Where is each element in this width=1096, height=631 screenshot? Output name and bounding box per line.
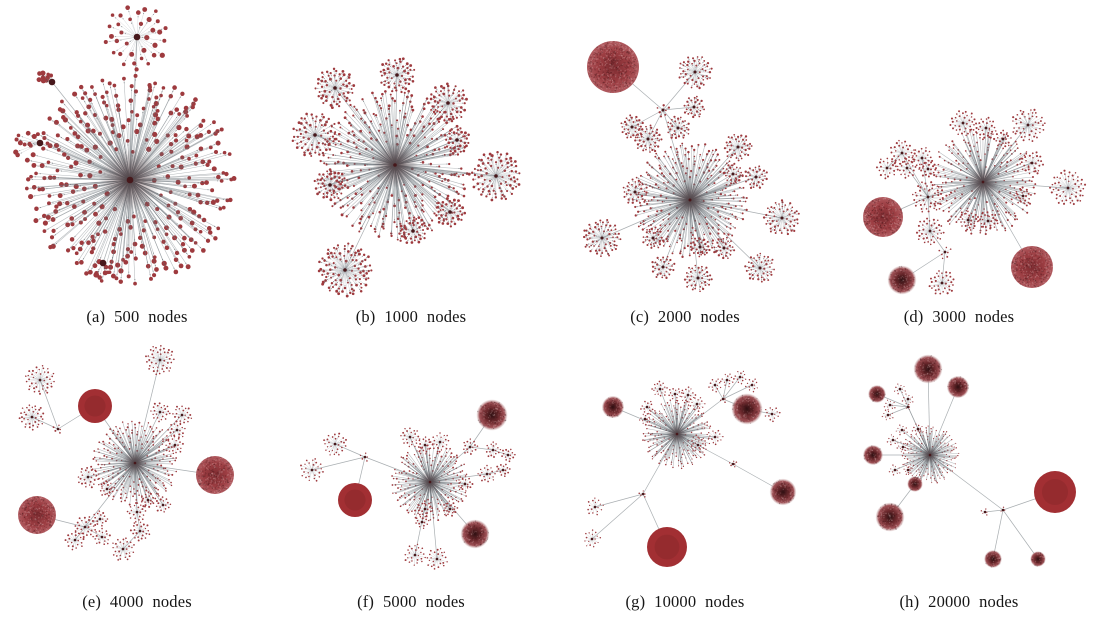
network-plot-4000-nodes xyxy=(0,333,274,585)
subfigure-caption-h: (h) 20000 nodes xyxy=(899,592,1019,611)
network-plot-20000-nodes xyxy=(822,333,1096,585)
subfigure-a: (a) 500 nodes xyxy=(0,0,274,333)
subfigure-h: (h) 20000 nodes xyxy=(822,333,1096,631)
network-plot-500-nodes xyxy=(0,0,274,300)
subfigure-d: (d) 3000 nodes xyxy=(822,0,1096,333)
subfigure-caption-a: (a) 500 nodes xyxy=(86,307,188,326)
subfigure-b: (b) 1000 nodes xyxy=(274,0,548,333)
network-plot-10000-nodes xyxy=(548,333,822,585)
subfigure-caption-e: (e) 4000 nodes xyxy=(82,592,192,611)
subfigure-caption-c: (c) 2000 nodes xyxy=(630,307,740,326)
subfigure-c: (c) 2000 nodes xyxy=(548,0,822,333)
network-plot-5000-nodes xyxy=(274,333,548,585)
network-plot-3000-nodes xyxy=(822,0,1096,300)
subfigure-caption-b: (b) 1000 nodes xyxy=(355,307,467,326)
subfigure-caption-g: (g) 10000 nodes xyxy=(625,592,745,611)
subfigure-f: (f) 5000 nodes xyxy=(274,333,548,631)
subfigure-g: (g) 10000 nodes xyxy=(548,333,822,631)
network-plot-1000-nodes xyxy=(274,0,548,300)
subfigure-caption-d: (d) 3000 nodes xyxy=(903,307,1015,326)
subfigure-caption-f: (f) 5000 nodes xyxy=(357,592,465,611)
network-plot-2000-nodes xyxy=(548,0,822,300)
subfigure-e: (e) 4000 nodes xyxy=(0,333,274,631)
